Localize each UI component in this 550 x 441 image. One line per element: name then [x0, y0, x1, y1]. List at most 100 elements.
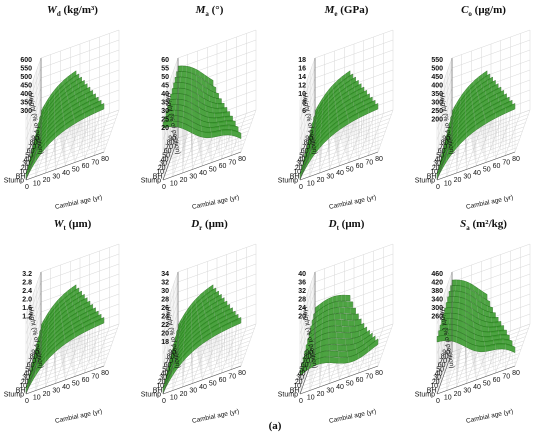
height-tick-label: 90 [442, 136, 450, 143]
x-tick-label: 60 [493, 377, 501, 384]
grid-line [168, 348, 248, 378]
title-subscript: e [334, 10, 338, 19]
chart-title: Sa (m²/kg) [415, 218, 550, 232]
height-tick-label: 70 [439, 358, 447, 365]
height-tick-label: 20 [21, 379, 29, 386]
height-tick-label: 60 [164, 148, 172, 155]
grid-line [30, 139, 109, 168]
x-tick-label: 0 [162, 398, 166, 405]
height-tick-label: Stump [4, 178, 24, 185]
grid-line [164, 361, 243, 391]
height-tick-label: 10 [293, 169, 301, 176]
z-tick-label: 550 [431, 57, 443, 64]
x-tick-label: 20 [180, 391, 188, 398]
x-tick-label: 50 [483, 167, 491, 174]
x-tick-label: 70 [365, 374, 373, 381]
height-tick-label: 40 [435, 157, 443, 164]
height-tick-label: 10 [156, 169, 164, 176]
axes: 5505004504003503002502009080706050403020… [415, 57, 520, 211]
x-axis-label: Cambial age (yr) [328, 194, 376, 211]
x-tick-label: 70 [91, 374, 99, 381]
height-tick-label: Stump [141, 178, 161, 185]
height-tick-label: 30 [296, 161, 304, 168]
height-tick-label: BH [153, 387, 163, 394]
chart-title: Wt (μm) [4, 218, 141, 232]
height-tick-label: Stump [278, 178, 298, 185]
surface-plot: 605550454035302520908070605040302010BHSt… [141, 29, 257, 211]
x-tick-label: 60 [82, 163, 90, 170]
z-tick-label: 36 [298, 280, 306, 287]
height-tick-label: 80 [167, 354, 175, 361]
depth-axis-line [299, 351, 316, 395]
height-tick-label: 10 [19, 383, 27, 390]
z-tick-label: 28 [298, 297, 306, 304]
z-tick-label: 460 [431, 271, 443, 278]
z-tick-label: 500 [431, 66, 443, 73]
z-tick-label: 3.2 [22, 271, 32, 278]
z-tick-label: 400 [431, 83, 443, 90]
title-unit: (°) [208, 4, 224, 16]
grid-line [447, 122, 526, 151]
chart-title: Dr (μm) [141, 218, 278, 232]
grid-line [439, 357, 519, 386]
grid-line [305, 134, 385, 164]
x-tick-label: 30 [463, 388, 471, 395]
z-tick-label: 200 [431, 117, 443, 124]
height-tick-label: 90 [168, 350, 176, 357]
title-symbol: W [53, 218, 64, 230]
x-tick-label: 30 [326, 174, 334, 181]
surface-bands [299, 70, 379, 180]
z-tick-label: 8 [302, 100, 306, 107]
x-tick-label: 60 [356, 377, 364, 384]
x-tick-label: 70 [502, 374, 510, 381]
z-tick-label: 26 [161, 305, 169, 312]
height-tick-label: 40 [24, 371, 32, 378]
x-tick-label: 10 [170, 395, 178, 402]
height-tick-label: 10 [19, 169, 27, 176]
title-symbol: C [461, 4, 469, 16]
grid-line [34, 126, 114, 156]
x-tick-label: 50 [72, 381, 80, 388]
title-unit: (m²/kg) [469, 218, 507, 230]
height-tick-label: 30 [22, 375, 30, 382]
x-tick-label: 50 [72, 167, 80, 174]
height-tick-label: 30 [159, 375, 167, 382]
surface-chart-5: Wt (μm) 3.2 2.8 2.4 2.0 1.6 1.2 90 80 70 60 50 40 30 2… [4, 218, 141, 433]
surface-chart-1: Wd (kg/m³) 600 550 500 450 400 350 300 90 80 70 60 5… [4, 4, 141, 219]
x-tick-label: 40 [62, 170, 70, 177]
height-tick-label: BH [290, 173, 300, 180]
x-tick-label: 40 [473, 170, 481, 177]
height-tick-label: 50 [25, 152, 33, 159]
x-tick-label: 80 [101, 156, 109, 163]
x-tick-label: 60 [82, 377, 90, 384]
height-tick-label: BH [290, 387, 300, 394]
x-tick-label: 50 [209, 381, 217, 388]
grid-line [439, 143, 519, 172]
grid-line [164, 147, 243, 177]
x-tick-label: 70 [502, 160, 510, 167]
x-tick-label: 40 [199, 170, 207, 177]
height-tick-label: 90 [168, 136, 176, 143]
height-tick-label: 50 [299, 152, 307, 159]
height-tick-label: 20 [158, 165, 166, 172]
title-symbol: M [195, 4, 206, 16]
depth-axis-line [436, 351, 453, 395]
grid-line [31, 348, 111, 378]
z-tick-label: 340 [431, 297, 443, 304]
height-tick-label: 40 [435, 371, 443, 378]
grid-line [301, 361, 380, 391]
x-tick-label: 70 [365, 160, 373, 167]
grid-line [34, 340, 114, 370]
surface-chart-7: Dt (μm) 40 36 32 28 24 20 90 80 70 60 50 40 30 20 10 BH S… [278, 218, 415, 433]
surface-bands [436, 70, 516, 180]
x-tick-label: 0 [25, 184, 29, 191]
title-subscript: o [468, 10, 472, 19]
axes: 343230282624222018908070605040302010BHSt… [141, 271, 246, 425]
z-tick-label: 6 [302, 108, 306, 115]
z-tick-label: 60 [161, 57, 169, 64]
height-tick-label: 70 [28, 144, 36, 151]
height-tick-label: BH [427, 173, 437, 180]
title-symbol: S [460, 218, 467, 230]
x-tick-label: 10 [444, 395, 452, 402]
